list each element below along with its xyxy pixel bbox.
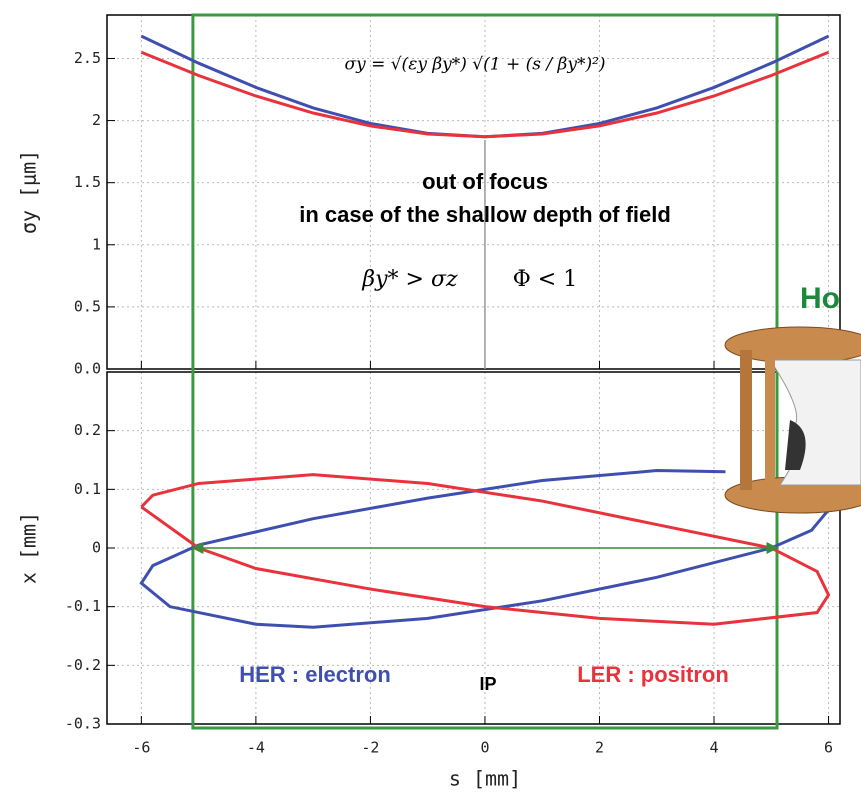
x-tick-label: -2 (361, 739, 379, 757)
annotation: Φ < 1 (513, 267, 577, 292)
x-tick-label: -6 (132, 739, 150, 757)
annotation: in case of the shallow depth of field (299, 202, 671, 227)
y-tick-label: 2 (92, 111, 101, 129)
x-axis-label: s [mm] (449, 767, 521, 791)
y-axis-label: σy [μm] (17, 150, 41, 234)
y-tick-label: 0.5 (74, 297, 101, 315)
y-tick-label: -0.1 (65, 597, 101, 615)
y-tick-label: 0.1 (74, 480, 101, 498)
x-tick-label: 2 (595, 739, 604, 757)
chart: 0.0 0.5 1 1.5 2 2.5 σy [μm] -0.3 -0.2 -0.1 0 0.1 0.2… (0, 0, 861, 800)
y-tick-label: 2.5 (74, 49, 101, 67)
y-tick-label: 0.2 (74, 421, 101, 439)
x-tick-label: 0 (480, 739, 489, 757)
overlay-text: Ho (800, 282, 840, 315)
y-tick-label: 0 (92, 539, 101, 557)
x-tick-label: -4 (247, 739, 265, 757)
hourglass (725, 327, 861, 513)
y-tick-label: 1 (92, 235, 101, 253)
legend-label: HER : electron (239, 662, 391, 687)
annotation: βy* > σz (361, 267, 458, 292)
x-tick-label: 6 (824, 739, 833, 757)
y-tick-label: 0.0 (74, 360, 101, 378)
annotation: out of focus (422, 169, 548, 194)
y-tick-label: -0.2 (65, 656, 101, 674)
y-tick-label: -0.3 (65, 715, 101, 733)
legend-label: LER : positron (577, 662, 729, 687)
ip-label: IP (479, 674, 496, 694)
y-axis-label: x [mm] (17, 512, 41, 584)
formula: σy = √(εy βy*) √(1 + (s / βy*)²) (344, 55, 605, 75)
x-tick-label: 4 (710, 739, 719, 757)
y-tick-label: 1.5 (74, 173, 101, 191)
